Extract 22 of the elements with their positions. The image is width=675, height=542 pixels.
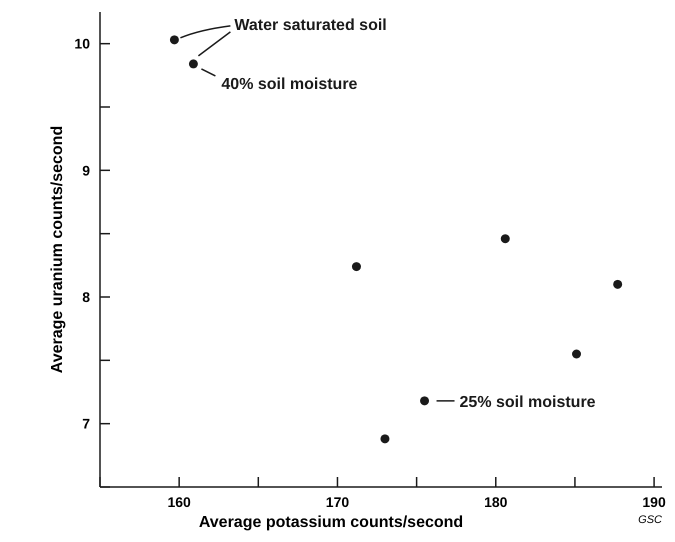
- point: [613, 280, 622, 289]
- x-tick-label: 180: [484, 494, 508, 510]
- annotation: 40% soil moisture: [221, 76, 358, 93]
- x-tick-label: 170: [326, 494, 350, 510]
- y-tick-label: 7: [82, 416, 90, 432]
- point: [420, 396, 430, 406]
- y-tick-label: 8: [82, 289, 90, 305]
- y-tick-label: 9: [82, 162, 90, 178]
- y-tick-label: 10: [74, 36, 90, 52]
- point: [380, 434, 390, 444]
- point: [572, 350, 582, 358]
- x-tick-label: 190: [642, 494, 666, 510]
- point: [170, 35, 179, 44]
- point: [188, 59, 198, 68]
- annotation: 25% soil moisture: [460, 394, 596, 411]
- annotation: Water saturated soil: [234, 16, 387, 34]
- x-tick-label: 160: [167, 494, 192, 510]
- text: GSC: [638, 514, 662, 526]
- y-axis-title: Average uranium counts/second: [49, 126, 66, 374]
- point: [500, 234, 510, 244]
- x-axis-title: Average potassium counts/second: [198, 514, 464, 531]
- point: [352, 262, 361, 272]
